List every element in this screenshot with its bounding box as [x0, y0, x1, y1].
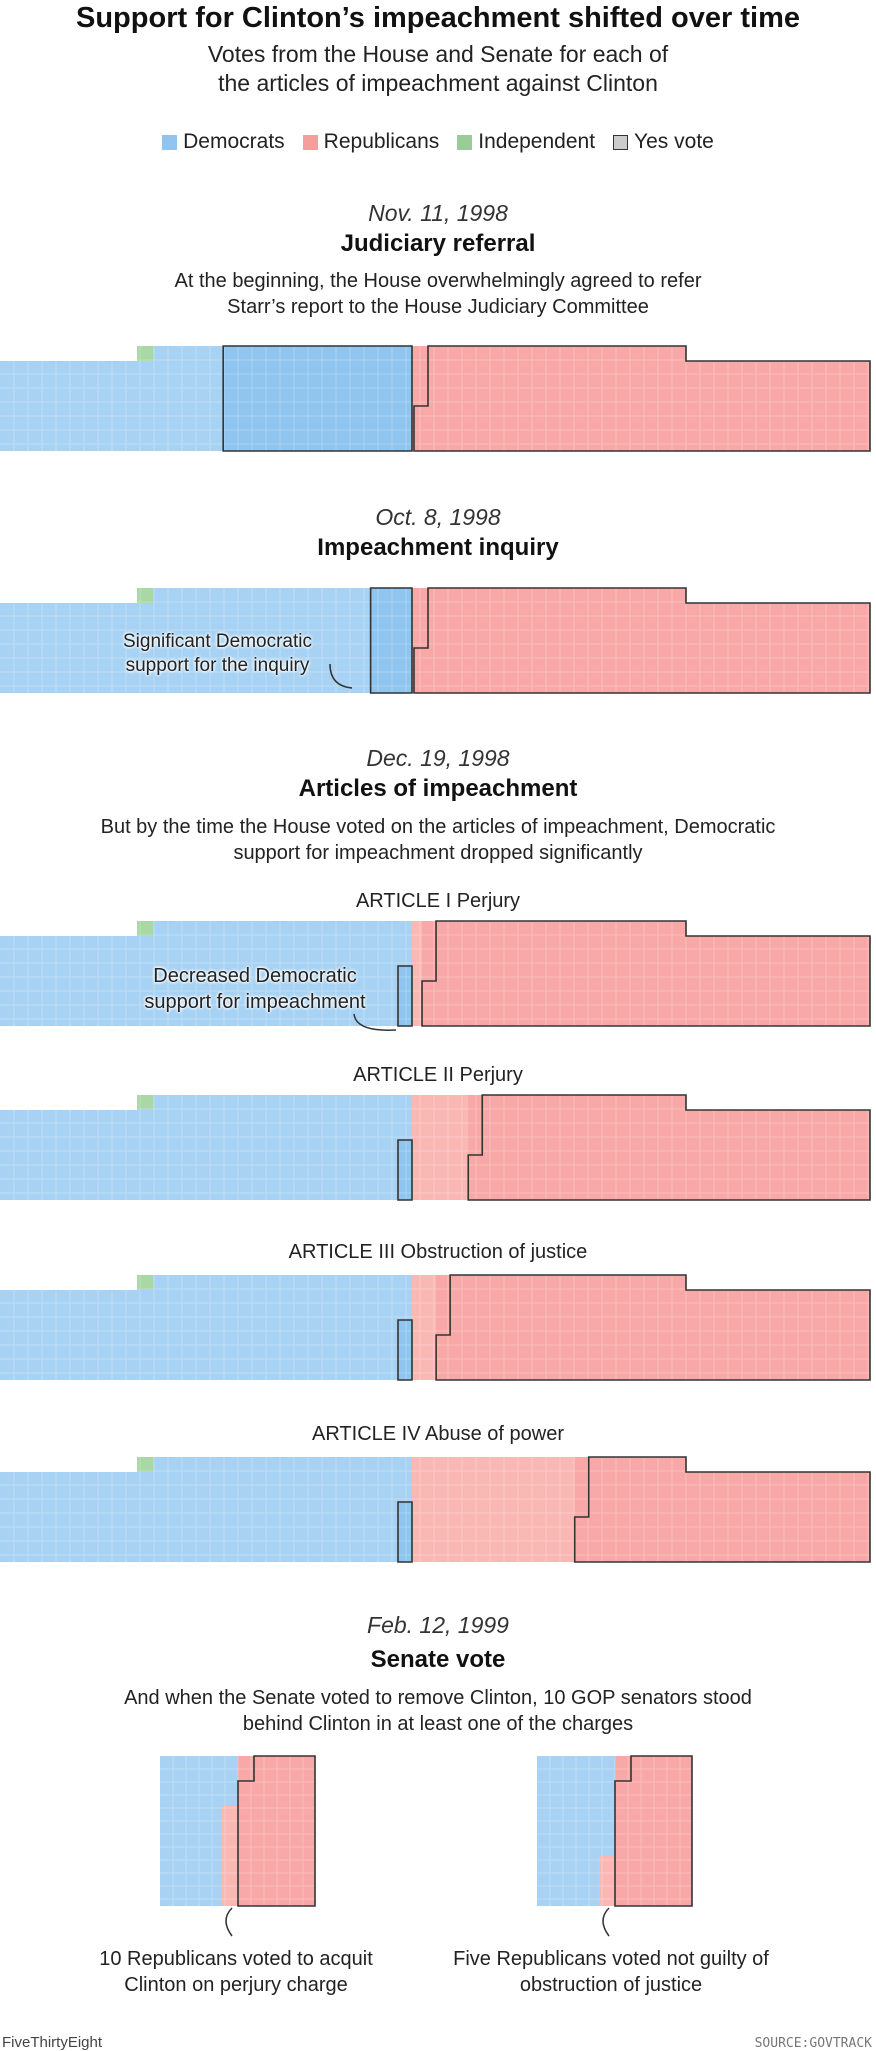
house-chart-1-dem-yes	[223, 346, 412, 451]
house-chart-6-rep-yes-top	[574, 1457, 686, 1472]
house-chart-3-grid	[0, 921, 870, 1026]
legend-item-yes-vote: Yes vote	[613, 130, 714, 154]
house-chart-3-rep-yes-outline	[421, 920, 871, 1027]
house-chart-4-dem-base-left	[0, 1110, 137, 1200]
senate-chart-1-annotation-arrow	[225, 1907, 233, 1937]
house-chart-1-rep-yes-top	[412, 346, 686, 361]
house-chart-4-dem-yes-outline	[397, 1139, 413, 1201]
legend: Democrats Republicans Independent Yes vo…	[0, 130, 876, 154]
house-chart-6-dem-yes	[398, 1502, 412, 1562]
annotation-article1: Decreased Democratic support for impeach…	[144, 965, 366, 1013]
section-date-senate: Feb. 12, 1999	[367, 1612, 509, 1638]
legend-swatch-yes-vote	[613, 134, 629, 150]
house-chart-5-rep-yes-top	[436, 1275, 686, 1290]
house-chart-2-rep-yes	[412, 603, 870, 693]
house-chart-1-rep-yes-outline	[413, 345, 871, 452]
section-date-articles: Dec. 19, 1998	[366, 745, 510, 771]
section-desc-senate: And when the Senate voted to remove Clin…	[124, 1687, 752, 1735]
chart-title: Support for Clinton’s impeachment shifte…	[76, 2, 800, 34]
house-chart-2-dem-base-left	[0, 603, 137, 693]
house-chart-5-dem-yes	[398, 1320, 412, 1380]
house-chart-6-grid	[0, 1457, 870, 1562]
article-label-2: ARTICLE II Perjury	[353, 1064, 523, 1086]
section-title-inquiry: Impeachment inquiry	[317, 534, 559, 561]
house-chart-5-rep-yes-outline	[435, 1274, 871, 1381]
legend-item-democrats: Democrats	[162, 130, 285, 154]
house-chart-2-rep-yes-top	[412, 588, 686, 603]
senate-chart-2-yes-outline	[614, 1755, 693, 1907]
legend-label-democrats: Democrats	[183, 130, 285, 153]
annotation-senate-perjury: 10 Republicans voted to acquit Clinton o…	[99, 1948, 373, 1996]
house-chart-3-dem-yes-outline	[397, 965, 413, 1027]
article-label-3: ARTICLE III Obstruction of justice	[288, 1241, 588, 1263]
house-chart-6-independent	[137, 1457, 153, 1472]
house-chart-1-independent	[137, 346, 153, 361]
section-date-referral: Nov. 11, 1998	[368, 200, 508, 226]
house-chart-3-rep-yes-top	[422, 921, 686, 936]
house-chart-2-dem-yes	[370, 588, 412, 693]
source-footer: SOURCE:GOVTRACK	[754, 2036, 872, 2051]
house-chart-4-dem-yes	[398, 1140, 412, 1200]
section-title-referral: Judiciary referral	[340, 230, 536, 257]
legend-item-republicans: Republicans	[302, 130, 440, 154]
house-chart-1-dem-base-left	[0, 361, 137, 451]
house-chart-4-rep-yes-outline	[467, 1094, 871, 1201]
house-chart-2-independent	[137, 588, 153, 603]
house-chart-3-independent	[137, 921, 153, 936]
house-chart-1-grid	[0, 346, 870, 451]
house-chart-5-independent	[137, 1275, 153, 1290]
house-chart-5-dem-base-left	[0, 1290, 137, 1380]
legend-label-republicans: Republicans	[323, 130, 440, 153]
senate-chart-2-rep-no	[599, 1856, 615, 1906]
section-desc-articles: But by the time the House voted on the a…	[100, 816, 776, 864]
annotation-senate-obstruction: Five Republicans voted not guilty of obs…	[453, 1948, 769, 1996]
house-chart-2-rep-yes-outline	[413, 587, 871, 694]
section-desc-referral: At the beginning, the House overwhelming…	[174, 270, 702, 318]
house-chart-4-grid	[0, 1095, 870, 1200]
house-chart-6-rep-yes-outline	[573, 1456, 871, 1563]
house-chart-2-dem-base	[137, 588, 412, 693]
legend-item-independent: Independent	[457, 130, 595, 154]
article1-annotation-arrow	[353, 1013, 397, 1031]
legend-swatch-republicans	[302, 134, 318, 150]
house-chart-2-grid	[0, 588, 870, 693]
house-chart-6-rep-yes	[574, 1472, 870, 1562]
house-chart-3-dem-yes	[398, 966, 412, 1026]
article-label-4: ARTICLE IV Abuse of power	[312, 1423, 564, 1445]
house-chart-4-rep-yes-top	[468, 1095, 686, 1110]
house-chart-5-dem-base	[137, 1275, 412, 1380]
house-chart-4-dem-base	[137, 1095, 412, 1200]
house-chart-6-dem-base	[137, 1457, 412, 1562]
house-chart-5-rep-yes	[436, 1290, 870, 1380]
house-chart-6-dem-yes-outline	[397, 1501, 413, 1563]
annotation-inquiry: Significant Democratic support for the i…	[122, 631, 313, 676]
house-chart-2-dem-yes-outline	[369, 587, 413, 694]
house-chart-3-rep-yes	[422, 936, 870, 1026]
legend-label-independent: Independent	[478, 130, 596, 153]
section-title-articles: Articles of impeachment	[298, 775, 578, 802]
section-date-inquiry: Oct. 8, 1998	[375, 504, 501, 530]
house-chart-3-dem-base	[137, 921, 412, 1026]
legend-swatch-independent	[457, 134, 473, 150]
section-title-senate: Senate vote	[370, 1646, 506, 1673]
house-chart-3-dem-base-left	[0, 936, 137, 1026]
senate-chart-1-rep-no	[222, 1806, 238, 1906]
chart-subtitle: Votes from the House and Senate for each…	[207, 41, 669, 96]
house-chart-6-dem-base-left	[0, 1472, 137, 1562]
brand-footer: FiveThirtyEight	[2, 2034, 103, 2051]
senate-chart-2-annotation-arrow	[602, 1907, 610, 1937]
house-chart-5-grid	[0, 1275, 870, 1380]
house-chart-1-dem-yes-outline	[222, 345, 413, 452]
legend-swatch-democrats	[162, 134, 178, 150]
inquiry-annotation-arrow	[329, 663, 353, 689]
senate-chart-1-yes-outline	[237, 1755, 316, 1907]
legend-label-yes-vote: Yes vote	[634, 130, 714, 153]
article-label-1: ARTICLE I Perjury	[355, 890, 521, 912]
house-chart-5-dem-yes-outline	[397, 1319, 413, 1381]
house-chart-4-rep-yes	[468, 1110, 870, 1200]
house-chart-4-independent	[137, 1095, 153, 1110]
house-chart-1-rep-yes	[412, 361, 870, 451]
